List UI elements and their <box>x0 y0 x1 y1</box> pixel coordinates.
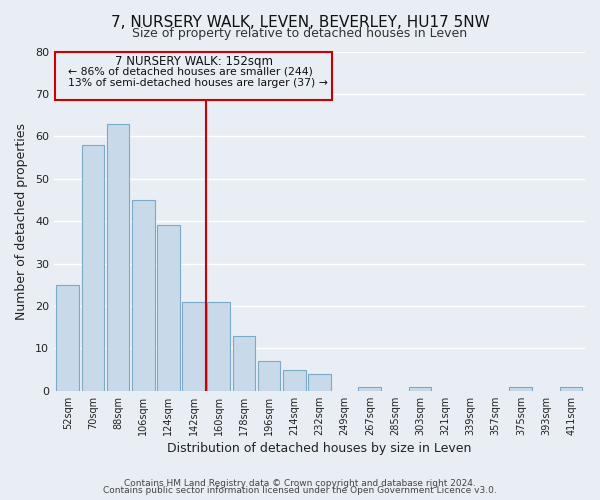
X-axis label: Distribution of detached houses by size in Leven: Distribution of detached houses by size … <box>167 442 472 455</box>
Bar <box>132 200 155 391</box>
Text: ← 86% of detached houses are smaller (244): ← 86% of detached houses are smaller (24… <box>68 66 313 76</box>
Bar <box>82 145 104 391</box>
Text: 13% of semi-detached houses are larger (37) →: 13% of semi-detached houses are larger (… <box>68 78 328 88</box>
Y-axis label: Number of detached properties: Number of detached properties <box>15 122 28 320</box>
Bar <box>509 386 532 391</box>
Bar <box>560 386 583 391</box>
Bar <box>208 302 230 391</box>
Bar <box>283 370 305 391</box>
Bar <box>182 302 205 391</box>
Text: Contains HM Land Registry data © Crown copyright and database right 2024.: Contains HM Land Registry data © Crown c… <box>124 478 476 488</box>
Bar <box>358 386 381 391</box>
Text: 7, NURSERY WALK, LEVEN, BEVERLEY, HU17 5NW: 7, NURSERY WALK, LEVEN, BEVERLEY, HU17 5… <box>110 15 490 30</box>
Bar <box>107 124 130 391</box>
Bar <box>308 374 331 391</box>
Bar <box>233 336 255 391</box>
Bar <box>55 52 332 100</box>
Bar <box>56 285 79 391</box>
Bar <box>409 386 431 391</box>
Text: 7 NURSERY WALK: 152sqm: 7 NURSERY WALK: 152sqm <box>115 55 272 68</box>
Text: Size of property relative to detached houses in Leven: Size of property relative to detached ho… <box>133 28 467 40</box>
Text: Contains public sector information licensed under the Open Government Licence v3: Contains public sector information licen… <box>103 486 497 495</box>
Bar <box>157 226 180 391</box>
Bar <box>258 361 280 391</box>
